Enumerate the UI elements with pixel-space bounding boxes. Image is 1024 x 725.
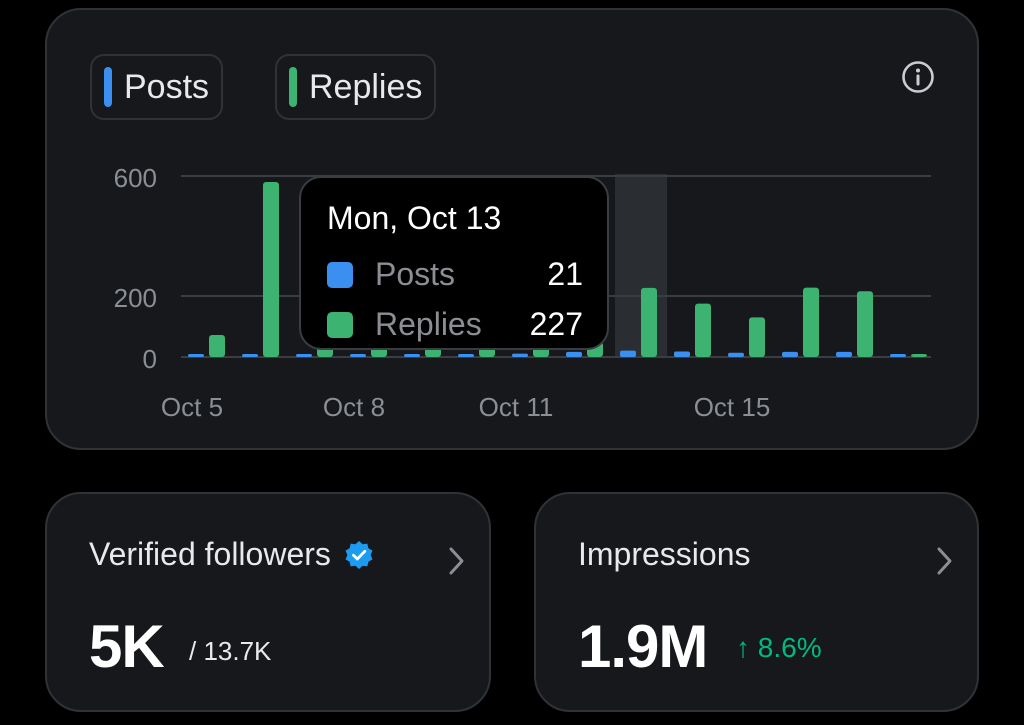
tooltip-posts-value: 21 <box>547 256 583 292</box>
chevron-right-icon[interactable] <box>935 546 955 576</box>
tooltip-replies-label: Replies <box>375 306 482 342</box>
tooltip-date: Mon, Oct 13 <box>327 200 502 236</box>
replies-swatch <box>289 67 297 107</box>
posts-bar <box>242 354 258 357</box>
x-tick-label: Oct 15 <box>694 392 771 422</box>
legend-replies-label: Replies <box>309 67 423 106</box>
posts-bar <box>674 351 690 357</box>
followers-total: / 13.7K <box>189 636 272 666</box>
legend-replies-toggle[interactable]: Replies <box>275 54 437 120</box>
posts-bar <box>296 354 312 357</box>
replies-bar <box>695 303 711 357</box>
replies-bar <box>911 353 927 357</box>
tooltip-replies-swatch <box>327 312 353 338</box>
impressions-change: ↑ 8.6% <box>736 632 822 663</box>
impressions-value: 1.9M <box>578 613 708 680</box>
y-tick-label: 600 <box>114 163 157 193</box>
engagement-chart-card: 600 200 0 Oct 5 Oct 8 Oct 11 Oct 15 Posts Repl… <box>45 8 979 450</box>
replies-bar <box>209 335 225 357</box>
posts-bar <box>404 353 420 357</box>
replies-bar <box>749 317 765 357</box>
tooltip-row-posts: Posts 21 <box>327 254 583 294</box>
followers-title-row: Verified followers <box>89 536 375 573</box>
tooltip-posts-label: Posts <box>375 256 456 292</box>
legend-posts-label: Posts <box>124 67 210 106</box>
posts-bar <box>836 351 852 357</box>
y-tick-label: 0 <box>143 344 157 374</box>
x-tick-label: Oct 8 <box>323 392 385 422</box>
chevron-right-icon[interactable] <box>447 546 467 576</box>
replies-bar <box>803 287 819 357</box>
tooltip-posts-swatch <box>327 262 353 288</box>
posts-bar <box>890 354 906 357</box>
posts-bar <box>512 353 528 357</box>
x-tick-label: Oct 5 <box>161 392 223 422</box>
tooltip-replies-value: 227 <box>529 306 583 342</box>
posts-bar <box>566 351 582 357</box>
posts-swatch <box>104 67 112 107</box>
tooltip-row-replies: Replies 227 <box>327 304 583 344</box>
replies-bar <box>857 291 873 357</box>
posts-bar <box>458 354 474 357</box>
replies-bar <box>263 182 279 357</box>
posts-bar <box>620 350 636 357</box>
impressions-title: Impressions <box>578 536 751 572</box>
posts-bar <box>782 351 798 357</box>
followers-value: 5K <box>89 613 165 680</box>
replies-bar <box>641 287 657 357</box>
followers-title: Verified followers <box>89 536 331 572</box>
posts-bar <box>728 352 744 357</box>
legend-posts-toggle[interactable]: Posts <box>90 54 224 120</box>
info-icon[interactable] <box>901 60 935 94</box>
y-tick-label: 200 <box>114 283 157 313</box>
impressions-card[interactable]: Impressions 1.9M ↑ 8.6% <box>534 492 979 712</box>
posts-bar <box>188 354 204 357</box>
verified-followers-card[interactable]: Verified followers 5K / 13.7K <box>45 492 491 712</box>
posts-bar <box>350 354 366 357</box>
verified-badge-icon <box>345 540 373 569</box>
chart-tooltip: Mon, Oct 13 Posts 21 Replies 227 <box>299 176 609 350</box>
x-tick-label: Oct 11 <box>479 392 554 422</box>
